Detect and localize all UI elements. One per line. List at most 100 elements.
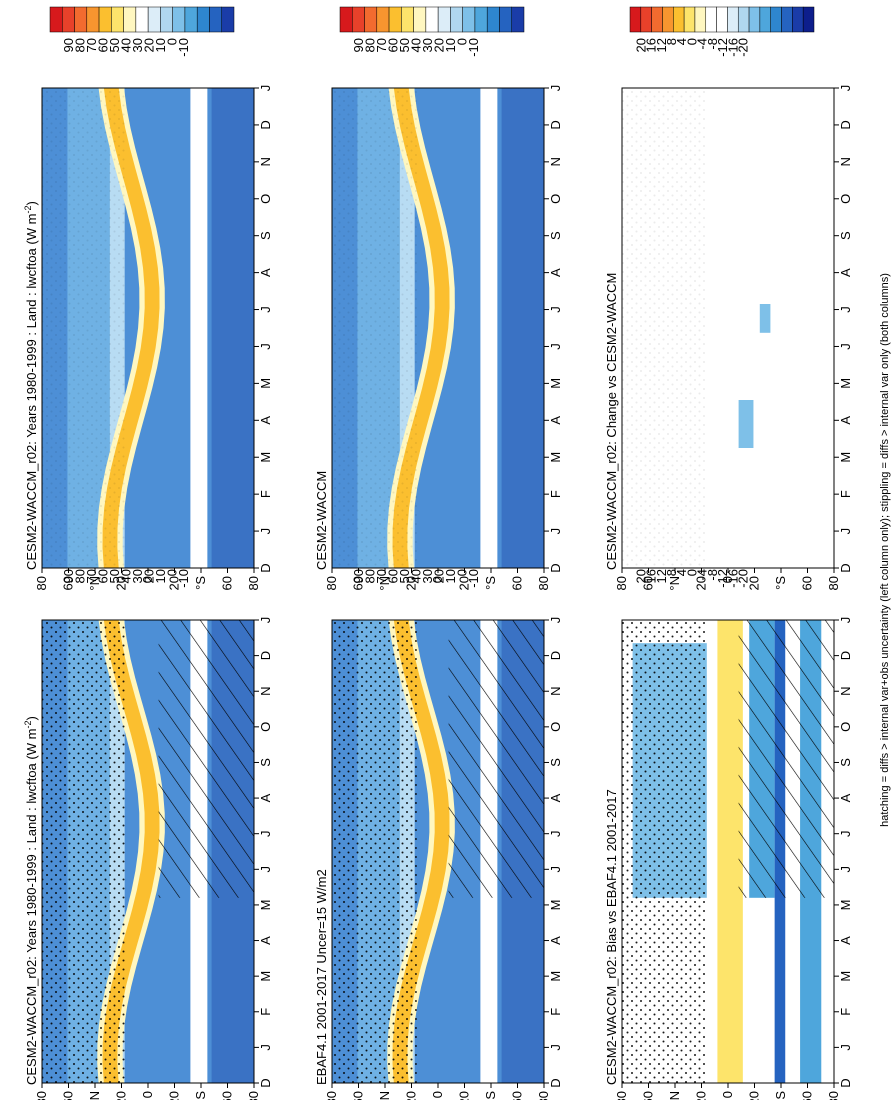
month-tick-label: O	[548, 722, 563, 732]
month-tick-label: J	[258, 528, 273, 535]
colorbar-label: 40	[119, 569, 134, 583]
panel-title: CESM2-WACCM_r02: Bias vs EBAF4.1 2001-20…	[604, 789, 619, 1085]
month-tick-label: J	[838, 1044, 853, 1051]
month-tick-label: M	[258, 452, 273, 463]
colorbar-swatch	[221, 6, 235, 33]
month-tick-label: J	[548, 528, 563, 535]
month-tick-label: A	[838, 936, 853, 945]
colorbar-swatch	[770, 6, 782, 33]
lat-tick-label: °N	[667, 576, 682, 591]
month-tick-label: N	[838, 687, 853, 696]
colorbar-label: 20	[633, 38, 648, 52]
lat-tick-label: °N	[667, 1091, 682, 1100]
month-tick-label: A	[258, 936, 273, 945]
month-tick-label: D	[258, 120, 273, 129]
lat-tick-label: 0	[720, 576, 735, 583]
month-tick-label: F	[838, 490, 853, 498]
lat-tick-label: 0	[430, 1091, 445, 1098]
month-tick-label: D	[548, 651, 563, 660]
month-tick-label: S	[548, 231, 563, 240]
colorbar-label: 20	[432, 38, 447, 52]
colorbar-swatch	[62, 6, 75, 33]
month-tick-label: N	[258, 157, 273, 166]
lat-tick-label: 80	[536, 1091, 551, 1100]
colorbar-label: 16	[644, 569, 659, 583]
colorbar-label: 60	[96, 38, 111, 52]
month-tick-label: J	[548, 85, 563, 92]
month-tick-label: A	[548, 793, 563, 802]
lat-tick-label: 20	[167, 1091, 182, 1100]
month-tick-label: J	[258, 343, 273, 350]
colorbar-label: 80	[73, 569, 88, 583]
colorbar-swatch	[425, 6, 439, 33]
colorbar-swatch	[683, 6, 696, 33]
month-tick-label: J	[548, 830, 563, 837]
colorbar-swatch	[727, 6, 739, 33]
lat-tick-label: 60	[641, 576, 656, 590]
lat-tick-label: 60	[61, 1091, 76, 1100]
contour-band	[759, 304, 771, 333]
month-tick-label: M	[838, 452, 853, 463]
colorbar-label: 30	[130, 569, 145, 583]
month-tick-label: M	[258, 900, 273, 911]
month-tick-label: J	[838, 830, 853, 837]
lat-tick-label: 60	[61, 576, 76, 590]
colorbar-label: 10	[443, 38, 458, 52]
panel-title: CESM2-WACCM_r02: Years 1980-1999 : Land …	[23, 201, 39, 570]
lat-tick-label: 20	[694, 1091, 709, 1100]
month-tick-label: S	[548, 758, 563, 767]
lat-tick-label: 60	[800, 1091, 815, 1100]
month-tick-label: O	[258, 722, 273, 732]
colorbar-swatch	[49, 6, 63, 33]
colorbar-label: 50	[397, 569, 412, 583]
lat-tick-label: 60	[641, 1091, 656, 1100]
stippling	[622, 88, 707, 568]
colorbar-label: 80	[363, 38, 378, 52]
colorbar-swatch	[802, 6, 815, 33]
colorbar-swatch	[147, 6, 161, 33]
colorbar-swatch	[352, 6, 365, 33]
colorbar-label: -12	[715, 38, 730, 57]
month-tick-label: M	[838, 900, 853, 911]
colorbar-swatch	[792, 6, 804, 33]
stippling	[42, 620, 127, 1083]
lat-tick-label: °N	[87, 1091, 102, 1100]
panel-title: CESM2-WACCM	[314, 471, 329, 570]
colorbar-label: 40	[409, 38, 424, 52]
stippling	[622, 620, 707, 1083]
month-tick-label: J	[838, 528, 853, 535]
lat-tick-label: 20	[404, 1091, 419, 1100]
month-tick-label: D	[838, 120, 853, 129]
colorbar-label: 60	[386, 569, 401, 583]
colorbar-swatch	[376, 6, 390, 33]
month-tick-label: S	[258, 231, 273, 240]
colorbar-label: 90	[61, 569, 76, 583]
lat-tick-label: 20	[694, 576, 709, 590]
colorbar-label: 0	[455, 38, 470, 45]
stippling	[332, 88, 417, 568]
lat-tick-label: 0	[430, 576, 445, 583]
lat-tick-label: 80	[614, 1091, 629, 1100]
colorbar-label: -10	[176, 38, 191, 57]
colorbar-label: 16	[644, 38, 659, 52]
colorbar-swatch	[196, 6, 210, 33]
lat-tick-label: °S	[773, 576, 788, 590]
month-tick-label: J	[838, 85, 853, 92]
lat-tick-label: °N	[87, 576, 102, 591]
lat-tick-label: 60	[510, 576, 525, 590]
month-tick-label: D	[548, 563, 563, 572]
lat-tick-label: °S	[193, 576, 208, 590]
contour-band	[501, 88, 544, 568]
lat-tick-label: 20	[404, 576, 419, 590]
lat-tick-label: 80	[34, 576, 49, 590]
colorbar-label: 80	[363, 569, 378, 583]
lat-tick-label: 60	[351, 576, 366, 590]
colorbar-label: 40	[119, 38, 134, 52]
month-tick-label: J	[838, 866, 853, 873]
contour-band	[211, 88, 254, 568]
colorbar-label: 30	[130, 38, 145, 52]
